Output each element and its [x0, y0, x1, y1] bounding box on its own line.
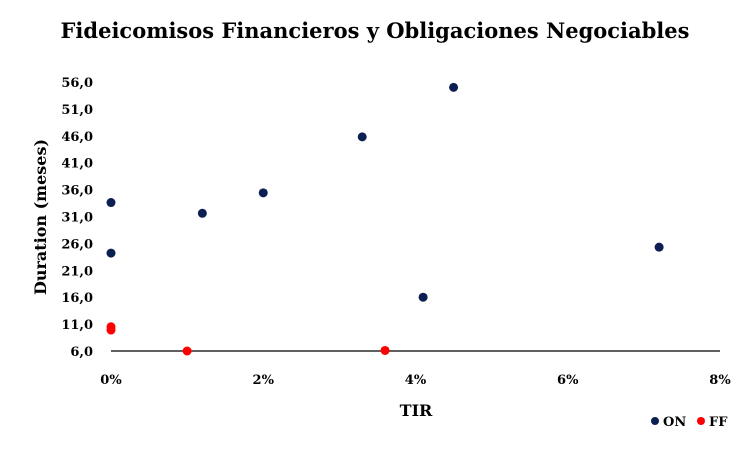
- x-tick-label: 4%: [405, 373, 427, 388]
- y-tick-label: 41,0: [61, 157, 93, 172]
- data-point-on: [357, 132, 367, 142]
- x-axis-ticks: 0% 2% 4% 6% 8%: [100, 373, 731, 388]
- data-point-on: [106, 198, 116, 208]
- y-tick-label: 56,0: [61, 76, 93, 91]
- x-tick-label: 8%: [709, 373, 731, 388]
- legend-marker-ff: [697, 417, 705, 425]
- data-point-ff: [106, 325, 116, 335]
- data-point-on: [654, 242, 664, 252]
- chart-title: Fideicomisos Financieros y Obligaciones …: [61, 18, 690, 43]
- y-tick-label: 26,0: [61, 237, 93, 252]
- legend-marker-on: [651, 417, 659, 425]
- y-axis-label: Duration (meses): [31, 139, 50, 295]
- legend: ON FF: [651, 415, 728, 430]
- legend-label-on: ON: [663, 415, 686, 430]
- x-axis-label: TIR: [400, 401, 433, 420]
- y-tick-label: 16,0: [61, 291, 93, 306]
- data-point-on: [258, 188, 268, 198]
- data-point-on: [197, 208, 207, 218]
- y-tick-label: 36,0: [61, 184, 93, 199]
- y-tick-label: 51,0: [61, 103, 93, 118]
- data-points: [106, 82, 664, 356]
- data-point-on: [106, 248, 116, 258]
- y-tick-label: 21,0: [61, 264, 93, 279]
- y-tick-label: 46,0: [61, 130, 93, 145]
- data-point-on: [418, 292, 428, 302]
- x-tick-label: 6%: [557, 373, 579, 388]
- y-tick-label: 11,0: [61, 318, 93, 333]
- data-point-ff: [380, 345, 390, 355]
- data-point-on: [449, 82, 459, 92]
- y-tick-label: 6,0: [70, 345, 93, 360]
- y-axis-ticks: 6,0 11,0 16,0 21,0 26,0 31,0 36,0 41,0 46,0 51,0 5…: [61, 76, 93, 360]
- y-tick-label: 31,0: [61, 211, 93, 226]
- x-tick-label: 0%: [100, 373, 122, 388]
- x-tick-label: 2%: [253, 373, 275, 388]
- legend-label-ff: FF: [709, 415, 728, 430]
- data-point-ff: [182, 346, 192, 356]
